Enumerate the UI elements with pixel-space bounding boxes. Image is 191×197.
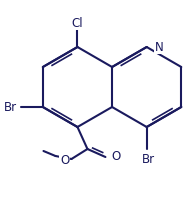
Text: Cl: Cl [72, 17, 83, 30]
Text: Br: Br [4, 100, 17, 113]
Text: O: O [60, 154, 70, 167]
Text: O: O [111, 151, 121, 164]
Text: N: N [155, 41, 163, 54]
Text: Br: Br [142, 153, 155, 166]
